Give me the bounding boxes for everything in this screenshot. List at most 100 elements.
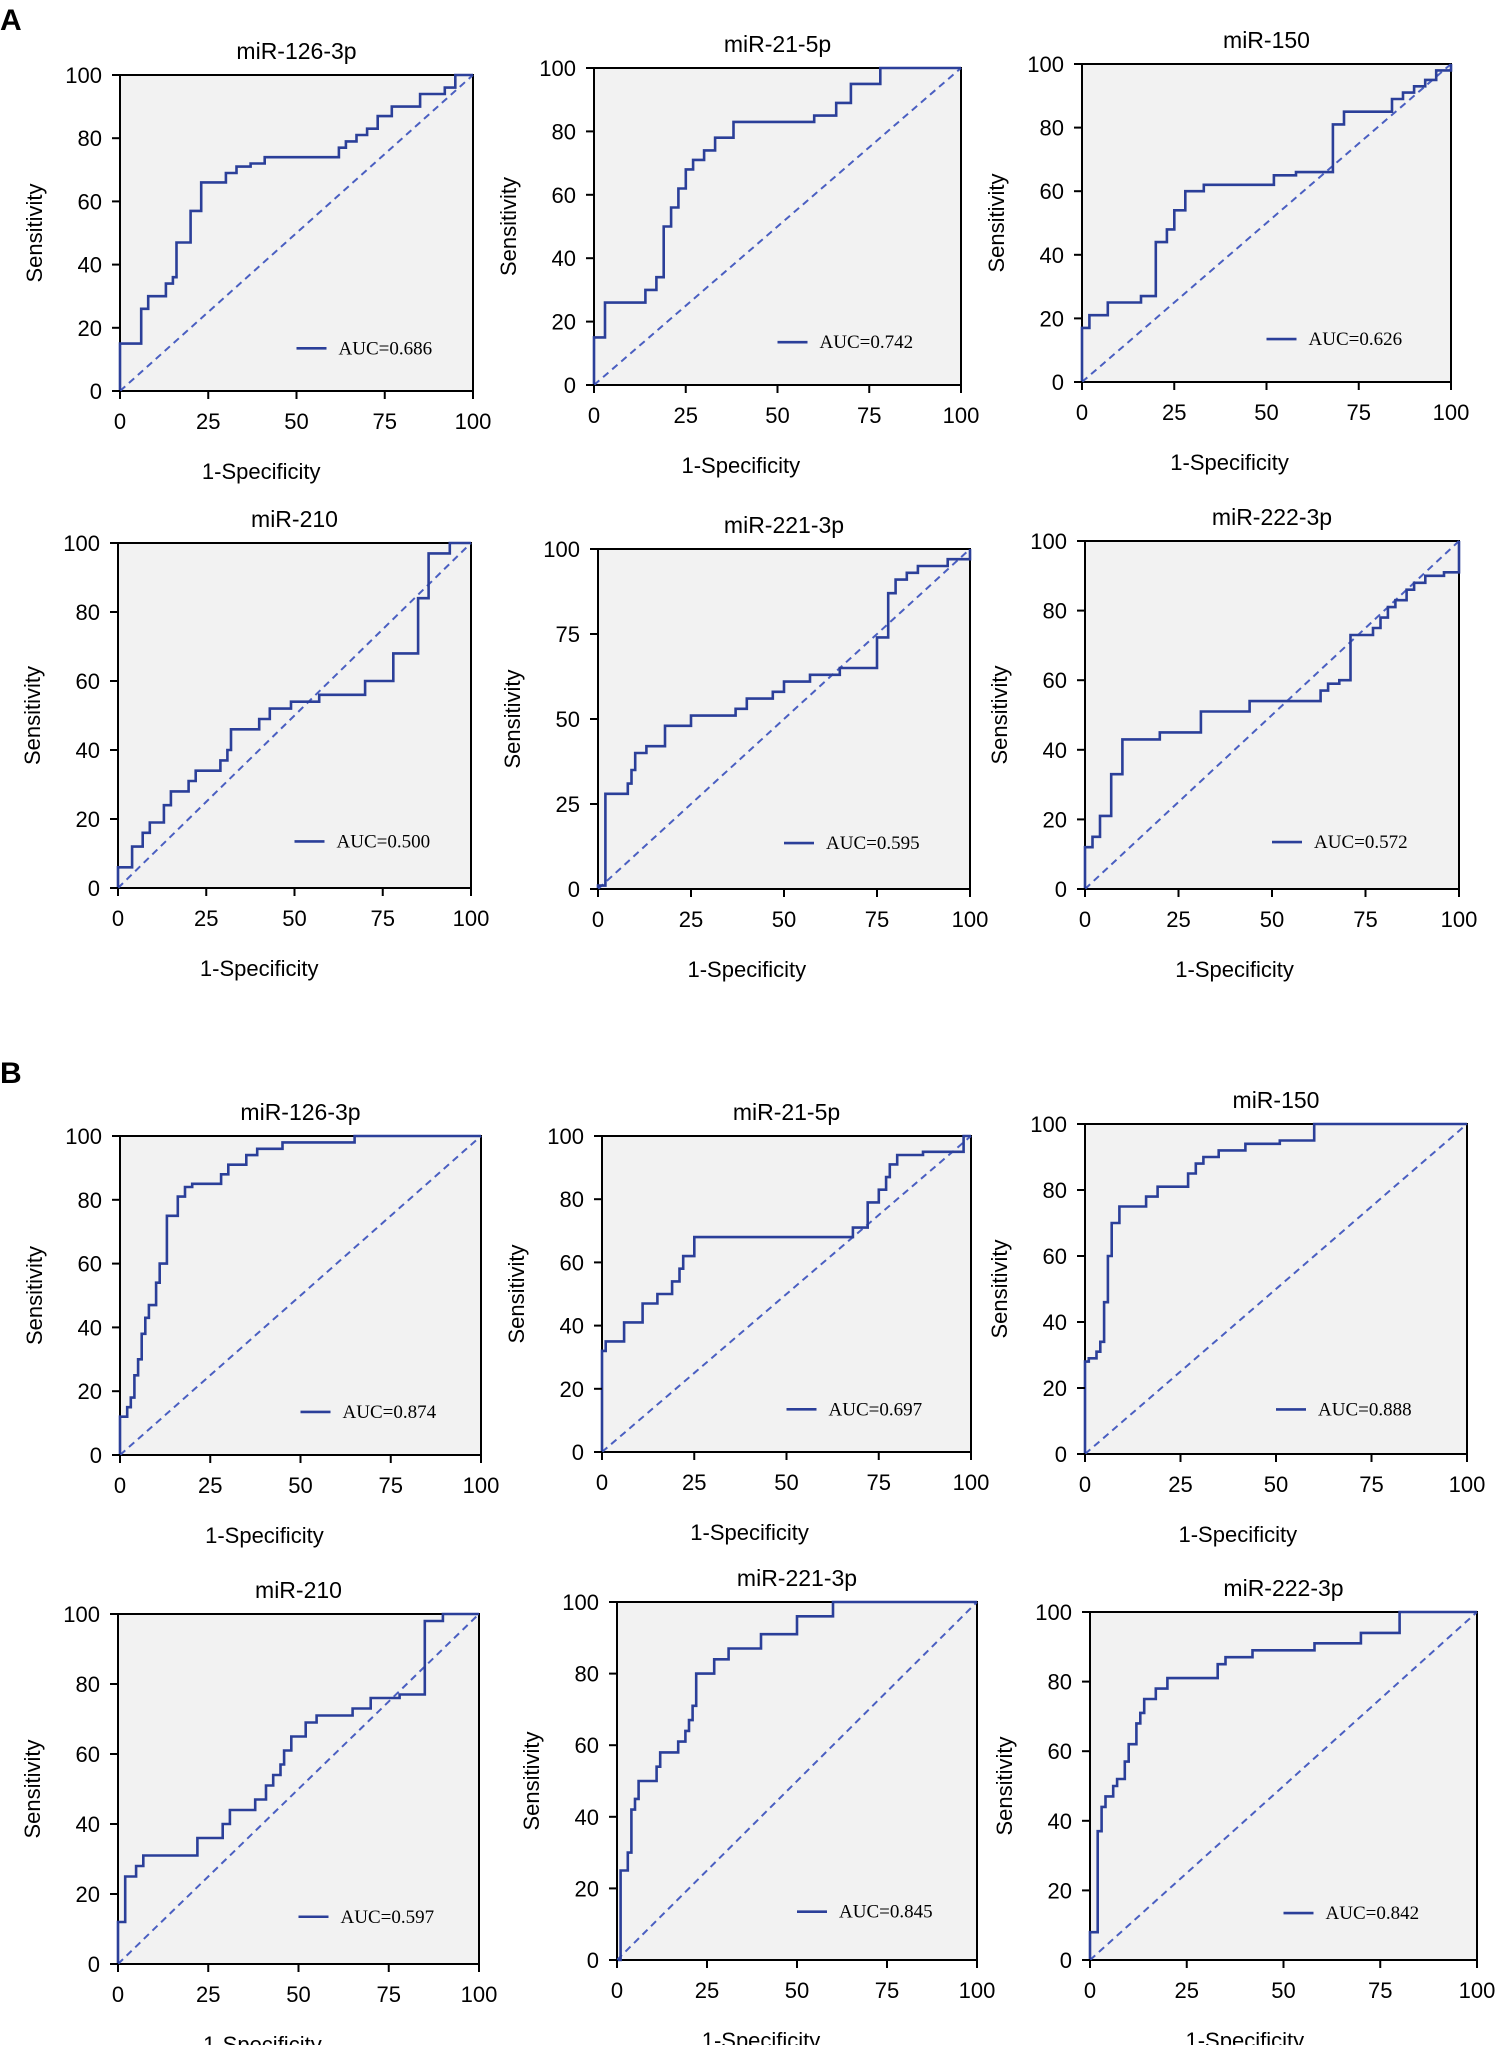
roc-curve [1088,1610,1477,1960]
x-axis-label: 1-Specificity [1175,957,1294,982]
x-axis-label: 1-Specificity [203,2032,322,2045]
chart-title: miR-150 [1233,1087,1320,1113]
roc-curve [118,73,473,391]
y-tick-label: 80 [78,126,102,151]
x-tick-label: 0 [596,1470,608,1495]
reference-line [119,74,474,392]
y-tick-label: 40 [78,253,102,278]
y-tick-label: 40 [560,1314,584,1339]
roc-curve [617,1600,977,1962]
y-tick-label: 100 [63,1602,100,1627]
y-tick-label: 20 [1048,1878,1072,1903]
y-tick-label: 20 [575,1876,599,1901]
x-tick-label: 25 [1166,907,1190,932]
x-tick-label: 100 [455,409,492,434]
x-tick-label: 75 [377,1982,401,2007]
reference-line [1084,1123,1468,1455]
x-tick-label: 75 [1353,907,1377,932]
x-tick-label: 0 [592,907,604,932]
y-tick-label: 100 [63,531,100,556]
x-tick-label: 50 [1260,907,1284,932]
y-tick-label: 100 [547,1124,584,1149]
roc-chart: 0 25 50 75 100 0 20 40 60 80 100 miR-150 1-Specifici… [984,27,1469,475]
x-tick-label: 75 [857,403,881,428]
roc-chart: 0 25 50 75 100 0 20 40 60 80 100 miR-210 1-Specifici… [20,506,489,981]
x-tick-label: 50 [286,1982,310,2007]
x-tick-label: 75 [371,906,395,931]
x-tick-label: 0 [588,403,600,428]
roc-chart: 0 25 50 75 100 0 20 40 60 80 100 miR-221-3p 1-Specif… [519,1565,995,2045]
y-tick-label: 100 [1030,1112,1067,1137]
y-tick-label: 80 [76,600,100,625]
y-tick-label: 0 [1052,370,1064,395]
x-axis-label: 1-Specificity [1186,2028,1305,2045]
reference-line [616,1601,978,1961]
x-tick-label: 25 [1162,400,1186,425]
legend-label: AUC=0.874 [343,1402,437,1423]
x-tick-label: 50 [282,906,306,931]
x-tick-label: 75 [379,1473,403,1498]
y-tick-label: 60 [1048,1739,1072,1764]
reference-line [1089,1611,1478,1961]
y-tick-label: 60 [78,1252,102,1277]
y-tick-label: 40 [78,1315,102,1340]
y-tick-label: 75 [556,622,580,647]
y-tick-label: 40 [1048,1809,1072,1834]
y-tick-label: 0 [88,1952,100,1977]
x-tick-label: 25 [1175,1978,1199,2003]
y-tick-label: 0 [1060,1948,1072,1973]
x-axis-label: 1-Specificity [1179,1522,1298,1547]
y-tick-label: 20 [76,1882,100,1907]
legend-label: AUC=0.597 [341,1907,435,1928]
y-axis-label: Sensitivity [992,1736,1017,1835]
roc-curve [116,541,471,888]
y-tick-label: 60 [76,669,100,694]
x-axis-label: 1-Specificity [1170,450,1289,475]
y-tick-label: 20 [78,316,102,341]
chart-title: miR-126-3p [240,1099,360,1125]
x-tick-label: 25 [674,403,698,428]
y-tick-label: 100 [65,63,102,88]
y-tick-label: 80 [1043,1178,1067,1203]
x-tick-label: 50 [1264,1472,1288,1497]
x-tick-label: 25 [682,1470,706,1495]
x-tick-label: 0 [1076,400,1088,425]
x-axis-label: 1-Specificity [202,459,321,484]
roc-chart: 0 25 50 75 100 0 20 40 60 80 100 miR-126-3p 1-Specif… [22,1099,499,1548]
x-tick-label: 50 [1271,1978,1295,2003]
y-tick-label: 20 [552,310,576,335]
legend-label: AUC=0.686 [339,338,433,359]
roc-chart: 0 25 50 75 100 0 20 40 60 80 100 miR-222-3p 1-Specif… [992,1575,1495,2045]
x-tick-label: 100 [1433,400,1470,425]
legend-label: AUC=0.697 [829,1399,923,1420]
x-tick-label: 100 [1449,1472,1486,1497]
y-tick-label: 0 [90,1443,102,1468]
y-tick-label: 80 [1048,1670,1072,1695]
legend-label: AUC=0.595 [826,833,920,854]
y-tick-label: 100 [65,1124,102,1149]
y-tick-label: 100 [562,1590,599,1615]
y-tick-label: 0 [564,373,576,398]
y-tick-label: 40 [1043,1310,1067,1335]
x-tick-label: 0 [114,409,126,434]
y-tick-label: 0 [1055,1442,1067,1467]
chart-title: miR-210 [255,1577,342,1603]
y-tick-label: 60 [76,1742,100,1767]
y-tick-label: 60 [1040,179,1064,204]
y-tick-label: 60 [78,189,102,214]
roc-curve [592,66,961,385]
y-axis-label: Sensitivity [20,1739,45,1838]
x-tick-label: 25 [196,409,220,434]
roc-chart: 0 25 50 75 100 0 20 40 60 80 100 miR-21-5p 1-Specifi… [496,31,979,478]
y-axis-label: Sensitivity [504,1244,529,1343]
x-tick-label: 25 [196,1982,220,2007]
y-tick-label: 40 [552,246,576,271]
y-tick-label: 100 [1030,529,1067,554]
plot-area [597,548,971,890]
chart-title: miR-221-3p [737,1565,857,1591]
roc-chart: 0 25 50 75 100 0 20 40 60 80 100 miR-210 1-Specifici… [20,1577,497,2045]
x-tick-label: 75 [865,907,889,932]
reference-line [117,542,472,889]
y-tick-label: 80 [560,1187,584,1212]
